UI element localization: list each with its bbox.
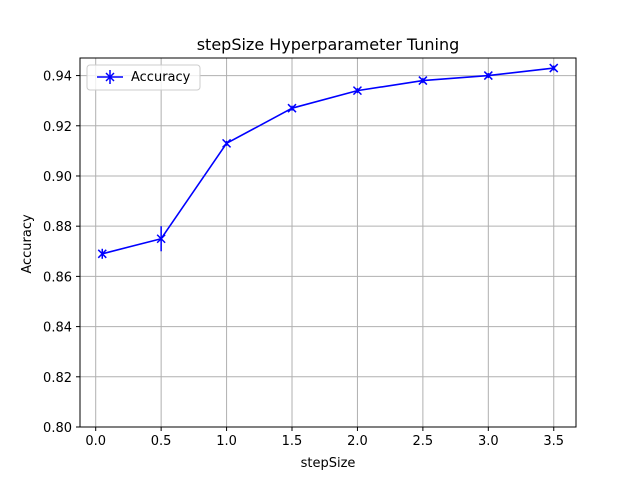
data-point-marker xyxy=(352,86,362,96)
x-axis-label: stepSize xyxy=(301,456,356,471)
y-tick-label: 0.94 xyxy=(43,70,72,85)
series-line xyxy=(102,67,554,255)
x-tick-label: 0.0 xyxy=(85,434,106,449)
data-point-marker xyxy=(483,71,493,81)
marker-stroke xyxy=(287,103,297,113)
marker-stroke xyxy=(418,76,428,86)
y-tick-label: 0.82 xyxy=(43,371,72,386)
marker-stroke xyxy=(549,63,559,73)
x-tick-label: 3.0 xyxy=(478,434,499,449)
legend-marker-stroke xyxy=(105,72,115,82)
data-point-marker xyxy=(222,138,232,148)
chart-title: stepSize Hyperparameter Tuning xyxy=(197,35,460,54)
legend: Accuracy xyxy=(86,64,201,91)
y-tick-label: 0.84 xyxy=(43,321,72,336)
y-tick-label: 0.88 xyxy=(43,220,72,235)
marker-stroke xyxy=(156,234,166,244)
data-point-marker xyxy=(156,234,166,244)
marker-stroke xyxy=(97,249,107,259)
x-tick-label: 1.0 xyxy=(216,434,237,449)
legend-box xyxy=(86,64,201,91)
y-tick-label: 0.80 xyxy=(43,421,72,436)
legend-handle xyxy=(97,70,123,84)
ticks: 0.0 0.5 1.0 1.5 2.0 2.5 3.0 3.5 0.80 0.82 0.84 0.86… xyxy=(43,70,564,449)
series-layer xyxy=(97,63,559,259)
y-tick-label: 0.86 xyxy=(43,270,72,285)
marker-stroke xyxy=(222,138,232,148)
data-point-marker xyxy=(97,249,107,259)
legend-label: Accuracy xyxy=(131,70,191,85)
plot-frame xyxy=(79,57,577,428)
y-tick-label: 0.92 xyxy=(43,120,72,135)
x-tick-label: 2.5 xyxy=(413,434,434,449)
data-point-marker xyxy=(549,63,559,73)
data-point-marker xyxy=(418,76,428,86)
y-axis-label: Accuracy xyxy=(20,214,35,274)
marker-stroke xyxy=(352,86,362,96)
data-point-marker xyxy=(287,103,297,113)
x-tick-label: 0.5 xyxy=(151,434,172,449)
y-tick-label: 0.90 xyxy=(43,170,72,185)
x-tick-label: 2.0 xyxy=(347,434,368,449)
x-tick-label: 3.5 xyxy=(543,434,564,449)
x-tick-label: 1.5 xyxy=(282,434,303,449)
marker-stroke xyxy=(483,71,493,81)
